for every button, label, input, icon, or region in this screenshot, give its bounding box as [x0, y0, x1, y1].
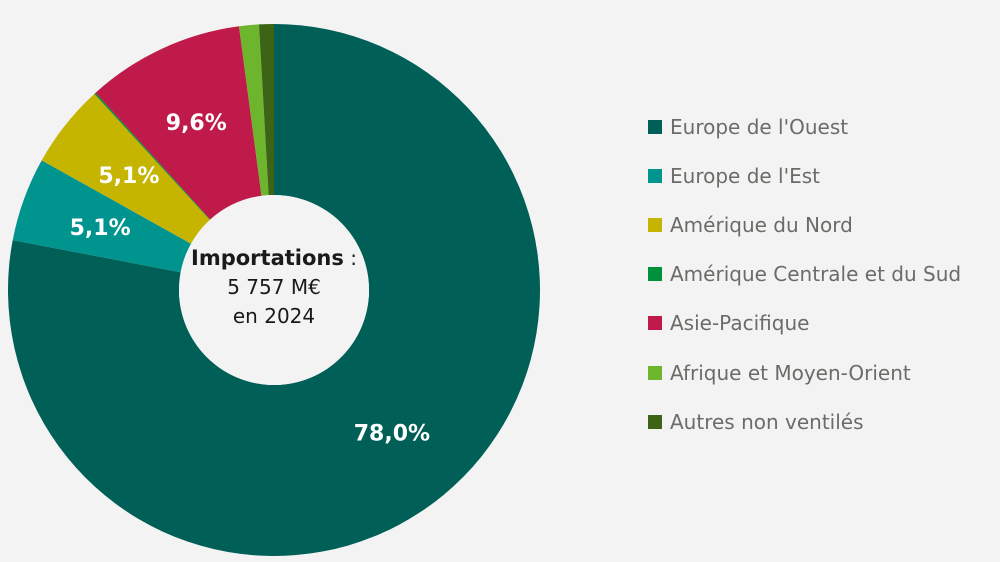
data-label-4: 9,6%: [166, 111, 227, 136]
legend-item: Amérique Centrale et du Sud: [648, 250, 961, 299]
slice-1: [12, 160, 192, 273]
legend-swatch: [648, 168, 662, 183]
legend-item: Europe de l'Ouest: [648, 102, 961, 151]
legend-label: Amérique Centrale et du Sud: [670, 262, 962, 287]
data-label-1: 5,1%: [70, 216, 131, 241]
center-label: Importations : 5 757 M€ en 2024: [174, 244, 374, 331]
legend-item: Asie-Pacifique: [648, 299, 961, 348]
center-separator: :: [343, 246, 357, 270]
legend-label: Europe de l'Ouest: [670, 114, 849, 139]
data-label-2: 5,1%: [98, 164, 159, 189]
donut-hole: [179, 195, 369, 385]
slice-3: [94, 92, 211, 220]
legend-label: Europe de l'Est: [670, 163, 820, 188]
slice-0: [8, 24, 541, 557]
legend-swatch: [648, 414, 662, 429]
data-label-0: 78,0%: [354, 422, 430, 447]
legend-label: Asie-Pacifique: [670, 311, 810, 336]
legend-swatch: [648, 365, 662, 380]
center-year: en 2024: [232, 304, 316, 328]
slice-6: [258, 24, 274, 196]
donut-chart: 78,0% 5,1% 5,1% 9,6%: [8, 24, 541, 557]
legend-swatch: [648, 316, 662, 331]
legend-swatch: [648, 119, 662, 134]
legend-swatch: [648, 267, 662, 282]
legend-label: Autres non ventilés: [670, 409, 864, 434]
legend-item: Afrique et Moyen-Orient: [648, 348, 961, 397]
center-value: 5 757 M€: [227, 275, 321, 299]
legend-label: Afrique et Moyen-Orient: [670, 360, 911, 385]
legend-item: Autres non ventilés: [648, 397, 961, 446]
legend-item: Amérique du Nord: [648, 200, 961, 249]
slice-2: [41, 93, 210, 244]
legend: Europe de l'Ouest Europe de l'Est Amérique…: [648, 102, 961, 446]
slice-5: [239, 24, 269, 196]
legend-label: Amérique du Nord: [670, 212, 853, 237]
legend-item: Europe de l'Est: [648, 151, 961, 200]
legend-swatch: [648, 217, 662, 232]
slice-4: [95, 26, 262, 220]
center-title: Importations: [191, 246, 344, 270]
